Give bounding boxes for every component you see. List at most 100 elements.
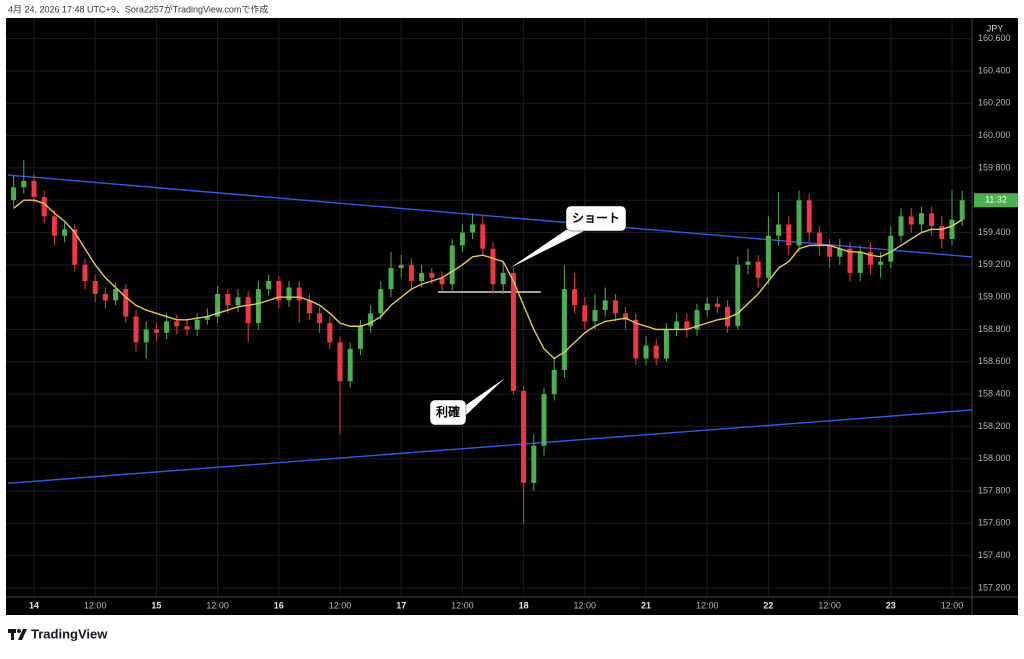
candle-body (572, 289, 578, 306)
candle-body (602, 300, 608, 311)
candle-body (755, 261, 761, 278)
x-tick-label: 12:00 (329, 600, 352, 610)
brand-name: TradingView (31, 626, 108, 641)
candle-body (286, 287, 292, 301)
candle-body (306, 300, 312, 314)
candle-body (133, 316, 139, 343)
candle-body (582, 305, 588, 322)
y-tick-label: 160.200 (978, 98, 1011, 108)
y-tick-label: 157.600 (978, 518, 1011, 528)
x-tick-label: 22 (763, 600, 773, 610)
candle-body (215, 293, 221, 317)
candle-body (62, 229, 68, 236)
candle-body (429, 272, 435, 278)
candle-body (551, 369, 557, 395)
candle-body (225, 293, 231, 306)
x-tick-label: 12:00 (696, 600, 719, 610)
y-tick-label: 159.400 (978, 227, 1011, 237)
candle-body (439, 277, 445, 285)
candle-body (500, 272, 506, 285)
candle-body (51, 216, 57, 236)
candle-body (388, 268, 394, 290)
callout-label: 利確 (436, 404, 460, 419)
candle-body (41, 196, 47, 217)
candle-body (939, 226, 945, 240)
y-tick-label: 157.800 (978, 485, 1011, 495)
x-tick-label: 17 (396, 600, 406, 610)
y-tick-label: 157.200 (978, 582, 1011, 592)
candle-body (194, 319, 200, 330)
price-tag-label: 11:32 (985, 195, 1007, 205)
brand-logo (8, 629, 27, 640)
candle-body (806, 200, 812, 233)
candle-body (857, 251, 863, 273)
x-tick-label: 18 (519, 600, 529, 610)
candle-body (174, 321, 180, 327)
candle-body (11, 187, 17, 201)
candle-body (663, 329, 669, 359)
trend-line (7, 174, 972, 258)
candle-body (470, 224, 476, 233)
x-tick-label: 12:00 (574, 600, 597, 610)
x-tick-label: 21 (641, 600, 651, 610)
candle-body (102, 293, 108, 301)
currency-label: JPY (987, 23, 1004, 33)
candle-body (827, 245, 833, 257)
candle-body (745, 261, 751, 265)
y-tick-label: 158.600 (978, 356, 1011, 366)
candle-body (337, 342, 343, 382)
candle-body (123, 289, 129, 317)
y-tick-label: 158.800 (978, 324, 1011, 334)
candle-body (245, 297, 251, 324)
candle-body (255, 289, 261, 324)
x-tick-label: 12:00 (941, 600, 964, 610)
candle-body (959, 200, 965, 220)
candle-body (266, 281, 272, 290)
candle-body (184, 326, 190, 330)
y-tick-label: 157.400 (978, 550, 1011, 560)
candle-body (704, 303, 710, 311)
y-tick-label: 159.200 (978, 259, 1011, 269)
candle-body (776, 224, 782, 236)
candle-body (510, 272, 516, 391)
price-tag (974, 193, 1018, 208)
y-tick-label: 158.200 (978, 421, 1011, 431)
candle-body (459, 232, 465, 246)
candle-body (735, 264, 741, 327)
candle-body (796, 200, 802, 246)
candle-body (908, 216, 914, 225)
candle-body (480, 224, 486, 249)
candle-body (929, 213, 935, 227)
y-tick-label: 159.000 (978, 292, 1011, 302)
candle-body (612, 300, 618, 314)
candle-body (378, 289, 384, 314)
candle-body (204, 316, 210, 320)
candle-body (398, 264, 404, 269)
y-tick-label: 160.400 (978, 65, 1011, 75)
candle-body (143, 329, 149, 343)
callout-pointer (510, 226, 584, 268)
x-tick-label: 12:00 (818, 600, 841, 610)
candle-body (521, 390, 527, 483)
candle-body (714, 303, 720, 307)
trend-line (7, 409, 972, 484)
candle-body (72, 229, 78, 265)
candle-body (674, 321, 680, 330)
x-tick-label: 23 (886, 600, 896, 610)
callout-pointer (466, 378, 505, 415)
header-title: 4月 24, 2026 17:48 UTC+9、Sora2257がTrading… (8, 3, 268, 14)
candle-body (449, 245, 455, 285)
candle-body (541, 394, 547, 446)
candle-body (357, 326, 363, 349)
candle-body (837, 248, 843, 257)
candle-body (408, 264, 414, 282)
candle-body (235, 297, 241, 306)
candle-body (368, 313, 374, 327)
y-tick-label: 158.400 (978, 388, 1011, 398)
x-tick-label: 12:00 (84, 600, 107, 610)
candle-body (653, 345, 659, 359)
candle-body (786, 224, 792, 246)
x-tick-label: 14 (29, 600, 39, 610)
candle-body (765, 235, 771, 278)
candle-body (592, 310, 598, 322)
